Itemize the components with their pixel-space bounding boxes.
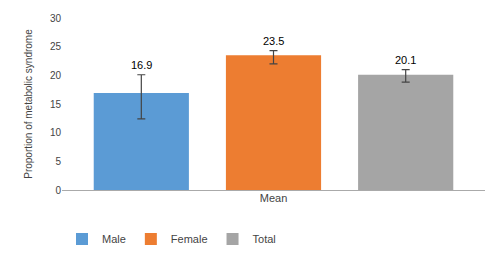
- svg-text:20: 20: [50, 70, 62, 81]
- svg-text:30: 30: [50, 13, 62, 24]
- svg-text:Female: Female: [171, 233, 208, 245]
- svg-text:16.9: 16.9: [131, 59, 152, 71]
- svg-text:0: 0: [55, 185, 61, 196]
- svg-text:Male: Male: [102, 233, 126, 245]
- svg-text:20.1: 20.1: [395, 54, 416, 66]
- svg-text:5: 5: [55, 156, 61, 167]
- svg-text:Total: Total: [253, 233, 276, 245]
- svg-text:23.5: 23.5: [263, 35, 284, 47]
- svg-text:25: 25: [50, 41, 62, 52]
- svg-text:15: 15: [50, 99, 62, 110]
- svg-text:10: 10: [50, 127, 62, 138]
- svg-text:Proportion of metabolic syndro: Proportion of metabolic syndrome: [23, 29, 34, 179]
- svg-text:Mean: Mean: [260, 192, 288, 204]
